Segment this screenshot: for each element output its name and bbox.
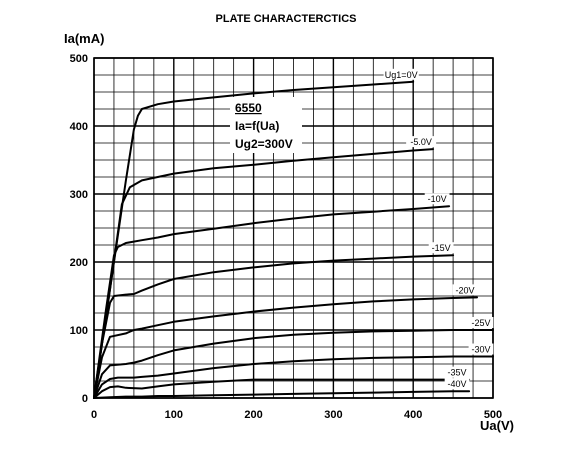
y-tick-label: 400 — [70, 121, 88, 133]
series-label-background — [406, 136, 437, 148]
y-axis-label: Ia(mA) — [64, 31, 104, 46]
x-tick-label: 0 — [91, 409, 97, 421]
series-label: -15V — [432, 243, 451, 253]
x-axis-label: Ua(V) — [480, 418, 514, 433]
inset-background — [230, 97, 302, 153]
series-curve — [93, 296, 478, 399]
chart-title: PLATE CHARACTERCTICS — [216, 13, 357, 25]
inset-function-label: Ia=f(Ua) — [235, 119, 279, 133]
series-label-background — [468, 317, 494, 328]
series-curve — [93, 254, 455, 399]
x-tick-label: 400 — [404, 409, 422, 421]
series-curve — [93, 329, 494, 399]
series-label-background — [444, 378, 470, 390]
series-label-background — [428, 242, 454, 254]
series-curve — [93, 390, 471, 399]
series-label-background — [383, 68, 419, 80]
y-tick-label: 500 — [70, 53, 88, 65]
inset-tube-label: 6550 — [235, 101, 262, 115]
y-tick-label: 300 — [70, 189, 88, 201]
x-tick-label: 200 — [244, 409, 262, 421]
series-curve — [93, 378, 471, 399]
series-label: -40V — [448, 379, 467, 389]
plot-frame — [93, 57, 494, 399]
series-labels: Ug1=0V -5.0V -10V -15V -20V -25V -30V -35V-40V — [383, 68, 494, 390]
series-curve — [93, 355, 494, 399]
series-label-background — [424, 193, 450, 205]
series-label: -5.0V — [410, 137, 432, 147]
series-curves — [93, 80, 494, 399]
series-label: -30V — [471, 345, 490, 355]
series-label: -20V — [456, 285, 475, 295]
series-label-background — [452, 284, 478, 296]
series-curve — [93, 148, 435, 399]
series-label: Ug1=0V — [385, 70, 418, 80]
y-tick-label: 0 — [82, 393, 88, 405]
series-label-background — [444, 366, 470, 378]
y-tick-label: 200 — [70, 257, 88, 269]
x-tick-label: 300 — [324, 409, 342, 421]
inset-annotation: 6550 Ia=f(Ua) Ug2=300V — [230, 97, 302, 153]
series-curve — [93, 80, 415, 399]
series-label: -35V — [448, 368, 467, 378]
x-tick-label: 500 — [484, 409, 502, 421]
inset-screen-voltage-label: Ug2=300V — [235, 137, 293, 151]
series-label: -10V — [428, 194, 447, 204]
y-tick-label: 100 — [70, 325, 88, 337]
series-curve — [93, 205, 451, 399]
series-label: -25V — [471, 318, 490, 328]
tick-labels: 0 100 200 300 400 500 0 100 200 300 400 500 — [70, 53, 503, 421]
series-label-background — [468, 343, 494, 355]
x-tick-label: 100 — [165, 409, 183, 421]
